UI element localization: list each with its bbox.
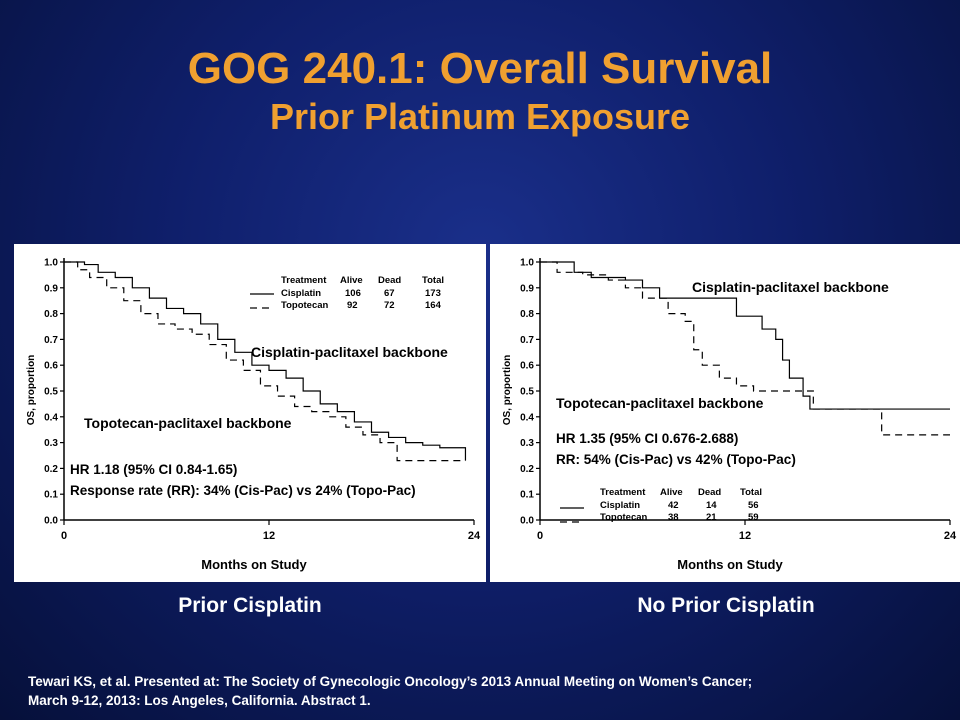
legend-total-topotecan: 164 — [425, 300, 442, 311]
km-chart-prior-cisplatin: 0.0 0.1 0.2 0.3 0.4 0.5 0.6 0.7 0.8 0.9 1.0 0 12 24 O… — [26, 258, 481, 573]
legend-table: Treatment Alive Dead Total Cisplatin 42 … — [560, 487, 762, 523]
citation-line-1: Tewari KS, et al. Presented at: The Soci… — [28, 674, 753, 689]
x-tick-label: 24 — [944, 530, 957, 542]
series-line-cisplatin — [64, 261, 467, 461]
legend-alive-cisplatin: 106 — [345, 288, 361, 299]
y-tick-label: 0.9 — [520, 283, 534, 294]
legend-header-alive: Alive — [340, 275, 363, 286]
y-tick-label: 0.8 — [44, 309, 58, 320]
y-tick-label: 0.3 — [44, 438, 58, 449]
legend-alive-topotecan: 38 — [668, 512, 679, 523]
x-axis-label: Months on Study — [201, 557, 307, 572]
y-tick-label: 0.0 — [44, 516, 58, 527]
legend-alive-cisplatin: 42 — [668, 500, 679, 511]
legend-dead-topotecan: 72 — [384, 300, 395, 311]
legend-dead-cisplatin: 67 — [384, 288, 395, 299]
km-chart-no-prior-cisplatin: 0.0 0.1 0.2 0.3 0.4 0.5 0.6 0.7 0.8 0.9 1.0 0 12 24 O… — [502, 258, 957, 573]
y-tick-label: 0.7 — [44, 335, 58, 346]
y-tick-label: 0.2 — [520, 464, 534, 475]
x-tick-label: 0 — [537, 530, 543, 542]
y-axis-label: OS, proportion — [26, 355, 37, 426]
legend-dead-cisplatin: 14 — [706, 500, 717, 511]
series-line-topotecan — [540, 261, 950, 436]
x-tick-label: 24 — [468, 530, 481, 542]
y-tick-label: 0.0 — [520, 516, 534, 527]
legend-label-topotecan: Topotecan — [600, 512, 648, 523]
x-tick-label: 12 — [263, 530, 275, 542]
legend-label-topotecan: Topotecan — [281, 300, 329, 311]
chart-panel-no-prior-cisplatin: 0.0 0.1 0.2 0.3 0.4 0.5 0.6 0.7 0.8 0.9 1.0 0 12 24 O… — [490, 244, 960, 582]
legend-total-cisplatin: 173 — [425, 288, 441, 299]
series-line-cisplatin — [540, 261, 950, 410]
y-tick-label: 0.1 — [44, 490, 58, 501]
slide-subtitle: Prior Platinum Exposure — [269, 96, 691, 137]
y-tick-label: 0.3 — [520, 438, 534, 449]
x-tick-label: 0 — [61, 530, 67, 542]
y-tick-label: 0.2 — [44, 464, 58, 475]
legend-header-dead: Dead — [378, 275, 401, 286]
y-tick-label: 0.9 — [44, 283, 58, 294]
panel-caption-prior-cisplatin: Prior Cisplatin — [178, 594, 322, 617]
legend-table: Treatment Alive Dead Total Cisplatin 106… — [250, 275, 444, 311]
response-rate: Response rate (RR): 34% (Cis-Pac) vs 24%… — [70, 483, 416, 498]
y-tick-label: 0.6 — [520, 361, 534, 372]
hazard-ratio: HR 1.18 (95% CI 0.84-1.65) — [70, 462, 237, 477]
series-line-topotecan — [64, 261, 466, 462]
y-tick-label: 0.8 — [520, 309, 534, 320]
legend-header-total: Total — [740, 487, 762, 498]
legend-label-cisplatin: Cisplatin — [600, 500, 640, 511]
response-rate: RR: 54% (Cis-Pac) vs 42% (Topo-Pac) — [556, 452, 796, 467]
legend-header-alive: Alive — [660, 487, 683, 498]
x-tick-label: 12 — [739, 530, 751, 542]
annotation-cisplatin: Cisplatin-paclitaxel backbone — [251, 344, 448, 360]
panel-caption-no-prior-cisplatin: No Prior Cisplatin — [637, 594, 815, 617]
y-tick-label: 0.4 — [520, 412, 534, 423]
legend-label-cisplatin: Cisplatin — [281, 288, 321, 299]
y-tick-label: 0.1 — [520, 490, 534, 501]
annotation-cisplatin: Cisplatin-paclitaxel backbone — [692, 279, 889, 295]
x-axis-label: Months on Study — [677, 557, 783, 572]
y-axis-label: OS, proportion — [502, 355, 513, 426]
y-tick-label: 0.5 — [520, 387, 534, 398]
y-tick-label: 0.7 — [520, 335, 534, 346]
hazard-ratio: HR 1.35 (95% CI 0.676-2.688) — [556, 431, 738, 446]
chart-panel-prior-cisplatin: 0.0 0.1 0.2 0.3 0.4 0.5 0.6 0.7 0.8 0.9 1.0 0 12 24 O… — [14, 244, 486, 582]
y-tick-label: 0.4 — [44, 412, 58, 423]
y-tick-label: 1.0 — [520, 258, 534, 269]
legend-alive-topotecan: 92 — [347, 300, 358, 311]
annotation-topotecan: Topotecan-paclitaxel backbone — [84, 415, 292, 431]
legend-dead-topotecan: 21 — [706, 512, 717, 523]
citation-line-2: March 9-12, 2013: Los Angeles, Californi… — [28, 693, 371, 708]
y-tick-label: 0.5 — [44, 387, 58, 398]
legend-total-cisplatin: 56 — [748, 500, 759, 511]
legend-header-treatment: Treatment — [281, 275, 327, 286]
citation-footer: Tewari KS, et al. Presented at: The Soci… — [28, 672, 938, 710]
y-tick-label: 0.6 — [44, 361, 58, 372]
legend-header-dead: Dead — [698, 487, 721, 498]
legend-header-total: Total — [422, 275, 444, 286]
legend-header-treatment: Treatment — [600, 487, 646, 498]
slide-title: GOG 240.1: Overall Survival — [187, 44, 773, 93]
legend-total-topotecan: 59 — [748, 512, 759, 523]
y-tick-label: 1.0 — [44, 258, 58, 269]
annotation-topotecan: Topotecan-paclitaxel backbone — [556, 395, 764, 411]
